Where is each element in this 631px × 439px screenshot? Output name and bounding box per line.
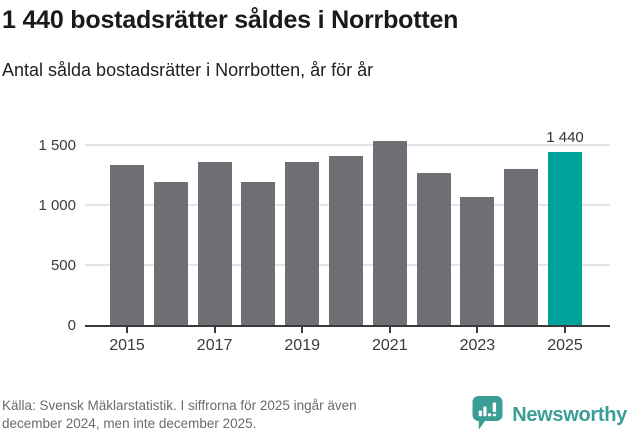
xtick-mark-2021 [388, 327, 391, 333]
x-axis-ticks: 2015 2017 2019 2021 2023 2025 [85, 325, 610, 365]
source-line-1: Källa: Svensk Mäklarstatistik. I siffror… [2, 397, 357, 413]
newsworthy-wordmark: Newsworthy [512, 403, 627, 426]
xtick-mark-2025 [564, 327, 566, 333]
bar-2017 [197, 162, 232, 325]
xtick-label-2021: 2021 [372, 337, 408, 354]
newsworthy-logo[interactable]: Newsworthy [471, 395, 627, 436]
ytick-label-0: 0 [67, 317, 76, 334]
ytick-label-1500: 1 500 [38, 137, 76, 154]
highlight-value-label: 1 440 [546, 129, 584, 147]
bar-2018 [241, 181, 276, 325]
xtick-mark-2015 [126, 327, 128, 333]
bar-2015 [110, 164, 144, 325]
ytick-label-1000: 1 000 [38, 197, 76, 214]
xtick-label-2017: 2017 [196, 337, 233, 354]
bar-2021 [372, 140, 407, 325]
chart-subtitle: Antal sålda bostadsrätter i Norrbotten, … [2, 60, 374, 80]
xtick-label-2015: 2015 [109, 337, 145, 354]
newsworthy-bubble-chart-icon [471, 395, 504, 436]
bar-2025 [548, 152, 582, 325]
source-line-2: december 2024, men inte december 2025. [2, 416, 257, 431]
footer: Källa: Svensk Mäklarstatistik. I siffror… [2, 395, 627, 435]
xtick-mark-2017 [213, 327, 216, 333]
page-title: 1 440 bostadsrätter såldes i Norrbotten [2, 6, 459, 34]
xtick-label-2023: 2023 [459, 337, 496, 354]
xtick-mark-2019 [301, 327, 304, 333]
x-axis-line [85, 325, 610, 327]
gridline-1500 [85, 144, 610, 146]
y-axis-labels: 0 500 1 000 1 500 [0, 130, 76, 334]
bar-2023 [460, 196, 495, 325]
xtick-label-2019: 2019 [284, 337, 320, 354]
plot-area: 1 440 [85, 129, 610, 325]
xtick-label-2025: 2025 [547, 337, 583, 354]
bar-2024 [504, 169, 539, 325]
bar-2016 [153, 181, 188, 325]
bar-2019 [285, 161, 320, 325]
source-note: Källa: Svensk Mäklarstatistik. I siffror… [2, 397, 357, 433]
bar-2020 [329, 155, 363, 325]
ytick-label-500: 500 [50, 257, 76, 274]
xtick-mark-2023 [476, 327, 479, 333]
bar-2022 [416, 173, 451, 325]
